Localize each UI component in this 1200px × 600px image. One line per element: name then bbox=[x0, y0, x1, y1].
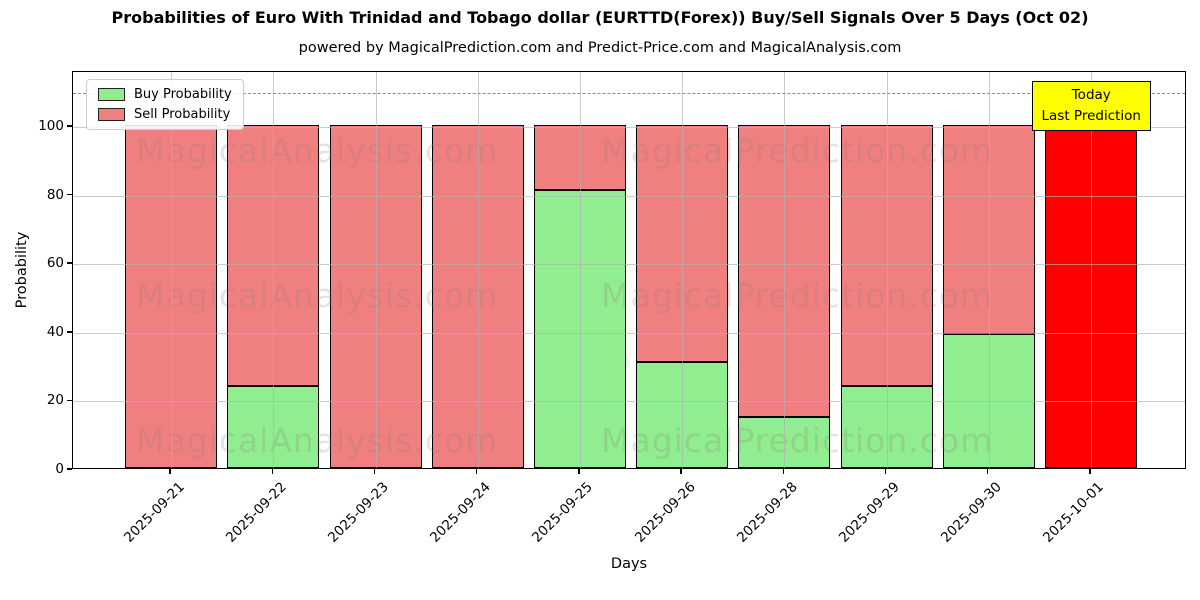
legend-label: Sell Probability bbox=[134, 107, 231, 122]
v-gridline bbox=[1090, 72, 1092, 468]
threshold-dashed-line bbox=[73, 92, 1185, 94]
h-gridline bbox=[73, 195, 1185, 197]
chart-title: Probabilities of Euro With Trinidad and … bbox=[111, 8, 1089, 27]
y-tick-label: 80 bbox=[46, 186, 64, 203]
x-axis-label: Days bbox=[610, 556, 648, 572]
x-tick-mark bbox=[271, 469, 274, 474]
h-gridline bbox=[73, 264, 1185, 266]
x-tick-label: 2025-09-24 bbox=[427, 479, 495, 546]
x-tick-mark bbox=[169, 469, 171, 474]
x-tick-label: 2025-09-21 bbox=[120, 479, 188, 546]
v-gridline bbox=[171, 72, 173, 468]
y-tick-label: 40 bbox=[46, 323, 64, 340]
x-tick-label: 2025-09-22 bbox=[222, 479, 290, 546]
watermark-text: MagicalPrediction.com bbox=[601, 421, 994, 460]
chart-subtitle: powered by MagicalPrediction.com and Pre… bbox=[298, 40, 902, 56]
legend-item: Buy Probability bbox=[98, 87, 232, 102]
y-tick-mark bbox=[67, 399, 72, 402]
v-gridline bbox=[886, 72, 888, 468]
v-gridline bbox=[477, 72, 479, 468]
y-tick-label: 60 bbox=[46, 255, 64, 272]
h-gridline bbox=[73, 126, 1185, 128]
y-tick-label: 0 bbox=[55, 461, 64, 477]
grid-layer bbox=[73, 72, 1185, 468]
watermark-layer: MagicalAnalysis.com MagicalPrediction.com… bbox=[73, 72, 1185, 468]
y-tick-label: 100 bbox=[38, 117, 64, 134]
x-tick-mark bbox=[986, 469, 989, 474]
h-gridline bbox=[73, 332, 1185, 334]
x-tick-label: 2025-09-23 bbox=[325, 479, 392, 546]
x-tick-mark bbox=[782, 469, 785, 474]
x-tick-mark bbox=[578, 469, 580, 474]
today-annotation: Today Last Prediction bbox=[1031, 81, 1151, 131]
v-gridline bbox=[682, 72, 684, 468]
x-tick-label: 2025-09-30 bbox=[938, 479, 1006, 546]
x-tick-mark bbox=[373, 469, 376, 474]
annotation-line-2: Last Prediction bbox=[1041, 107, 1141, 124]
y-tick-mark bbox=[67, 262, 72, 264]
legend: Buy Probability Sell Probability bbox=[86, 79, 244, 130]
legend-item: Sell Probability bbox=[98, 107, 232, 122]
x-tick-mark bbox=[475, 469, 478, 474]
x-tick-mark bbox=[680, 469, 682, 474]
x-tick-label: 2025-10-01 bbox=[1040, 479, 1108, 546]
legend-swatch bbox=[98, 88, 125, 101]
annotation-line-1: Today bbox=[1071, 87, 1111, 103]
y-tick-mark bbox=[67, 193, 72, 196]
h-gridline bbox=[73, 401, 1185, 403]
y-tick-label: 20 bbox=[46, 392, 64, 409]
v-gridline bbox=[273, 72, 275, 468]
v-gridline bbox=[375, 72, 377, 468]
watermark-text: MagicalAnalysis.com bbox=[136, 421, 499, 460]
x-tick-label: 2025-09-28 bbox=[733, 479, 801, 546]
x-tick-label: 2025-09-29 bbox=[836, 479, 903, 546]
y-tick-mark bbox=[67, 125, 72, 127]
watermark-text: MagicalAnalysis.com bbox=[136, 276, 499, 315]
watermark-text: MagicalPrediction.com bbox=[601, 276, 994, 315]
v-gridline bbox=[579, 72, 581, 468]
legend-swatch bbox=[98, 108, 125, 121]
v-gridline bbox=[784, 72, 786, 468]
watermark-text: MagicalAnalysis.com bbox=[136, 131, 499, 170]
v-gridline bbox=[988, 72, 990, 468]
legend-label: Buy Probability bbox=[134, 87, 232, 102]
y-tick-mark bbox=[67, 331, 72, 333]
x-tick-label: 2025-09-25 bbox=[529, 479, 597, 546]
watermark-text: MagicalPrediction.com bbox=[601, 131, 994, 170]
x-tick-mark bbox=[884, 469, 887, 474]
y-tick-mark bbox=[67, 468, 72, 470]
x-tick-label: 2025-09-26 bbox=[631, 479, 699, 546]
plot-area: MagicalAnalysis.com MagicalPrediction.com… bbox=[72, 71, 1186, 469]
x-tick-mark bbox=[1089, 469, 1091, 474]
